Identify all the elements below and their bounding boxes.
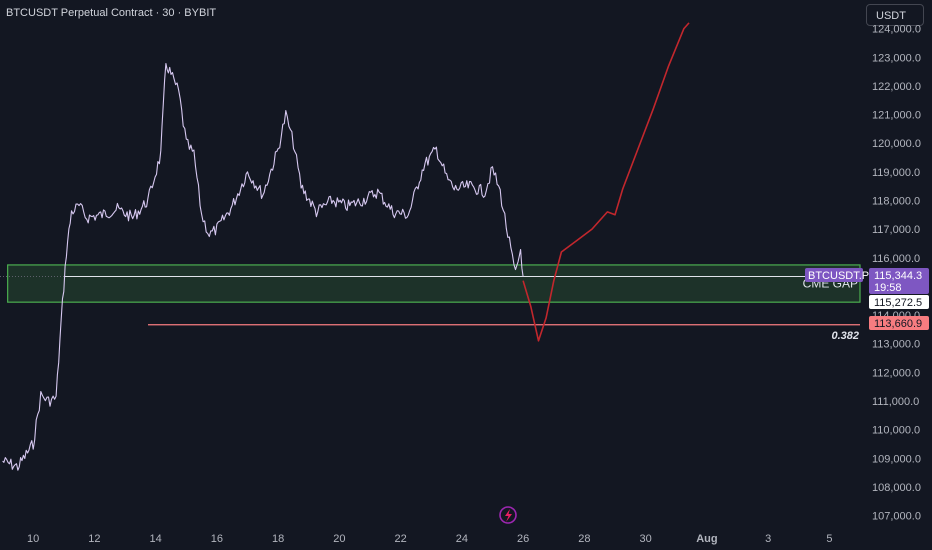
price-candles: [2, 62, 524, 471]
y-tick-label: 109,000.0: [872, 453, 921, 465]
price-tag: 113,660.9: [869, 316, 929, 330]
fib-level-label: 0.382: [831, 330, 859, 342]
projection-path: [522, 22, 690, 342]
logo-ring: [499, 506, 517, 524]
price-series: [2, 22, 690, 471]
logo-bolt: [505, 509, 512, 522]
price-tags: BTCUSDT.P 115,344.319:58 115,272.5 113,660.…: [805, 268, 929, 330]
x-tick-label: 3: [765, 533, 771, 545]
x-tick-label: 14: [150, 533, 162, 545]
price-tag-bg: [869, 295, 929, 309]
y-tick-label: 108,000.0: [872, 482, 921, 494]
y-tick-label: 118,000.0: [872, 195, 920, 207]
cme-gap-zone: CME GAP: [7, 264, 861, 303]
y-tick-label: 122,000.0: [872, 81, 921, 93]
symbol-tag-bg: [805, 268, 863, 282]
y-tick-label: 123,000.0: [872, 52, 921, 64]
price-tag-bg: [869, 268, 929, 294]
x-tick-label: 22: [395, 533, 407, 545]
y-tick-label: 110,000.0: [872, 425, 920, 437]
x-tick-label: 24: [456, 533, 468, 545]
y-tick-label: 119,000.0: [872, 167, 920, 179]
x-tick-label: 10: [27, 533, 39, 545]
cme-gap-rect: [7, 264, 861, 303]
currency-button[interactable]: USDT: [866, 4, 924, 26]
y-tick-label: 111,000.0: [872, 396, 919, 408]
x-tick-label: 20: [333, 533, 345, 545]
price-levels: 0.382: [0, 276, 860, 342]
price-tag: BTCUSDT.P 115,344.319:58: [805, 268, 929, 294]
y-tick-label: 107,000.0: [872, 511, 921, 523]
y-tick-label: 117,000.0: [872, 224, 920, 236]
x-tick-label: Aug: [696, 533, 717, 545]
y-tick-label: 120,000.0: [872, 138, 921, 150]
x-tick-label: 28: [578, 533, 590, 545]
x-tick-label: 30: [640, 533, 652, 545]
x-tick-label: 18: [272, 533, 284, 545]
chart-title: BTCUSDT Perpetual Contract · 30 · BYBIT: [6, 7, 217, 19]
y-tick-label: 113,000.0: [872, 339, 920, 351]
y-tick-label: 116,000.0: [872, 253, 920, 265]
price-tag-bg: [869, 316, 929, 330]
time-axis[interactable]: 10 12 14 16 18 20 22 24 26 28 30 Aug 3 5: [27, 533, 832, 545]
price-tag-value: 115,272.5: [874, 297, 922, 309]
x-tick-label: 16: [211, 533, 223, 545]
symbol-tag-label: BTCUSDT.P: [808, 270, 869, 282]
y-tick-label: 121,000.0: [872, 110, 921, 122]
x-tick-label: 26: [517, 533, 529, 545]
price-tag-value: 113,660.9: [874, 318, 922, 330]
countdown-value: 19:58: [874, 282, 902, 294]
y-tick-label: 124,000.0: [872, 24, 921, 36]
lightning-logo-icon: [499, 506, 517, 524]
price-tag-value: 115,344.3: [874, 270, 922, 282]
x-tick-label: 12: [88, 533, 100, 545]
y-tick-label: 112,000.0: [872, 367, 920, 379]
price-tag: 115,272.5: [869, 295, 929, 309]
x-tick-label: 5: [826, 533, 832, 545]
